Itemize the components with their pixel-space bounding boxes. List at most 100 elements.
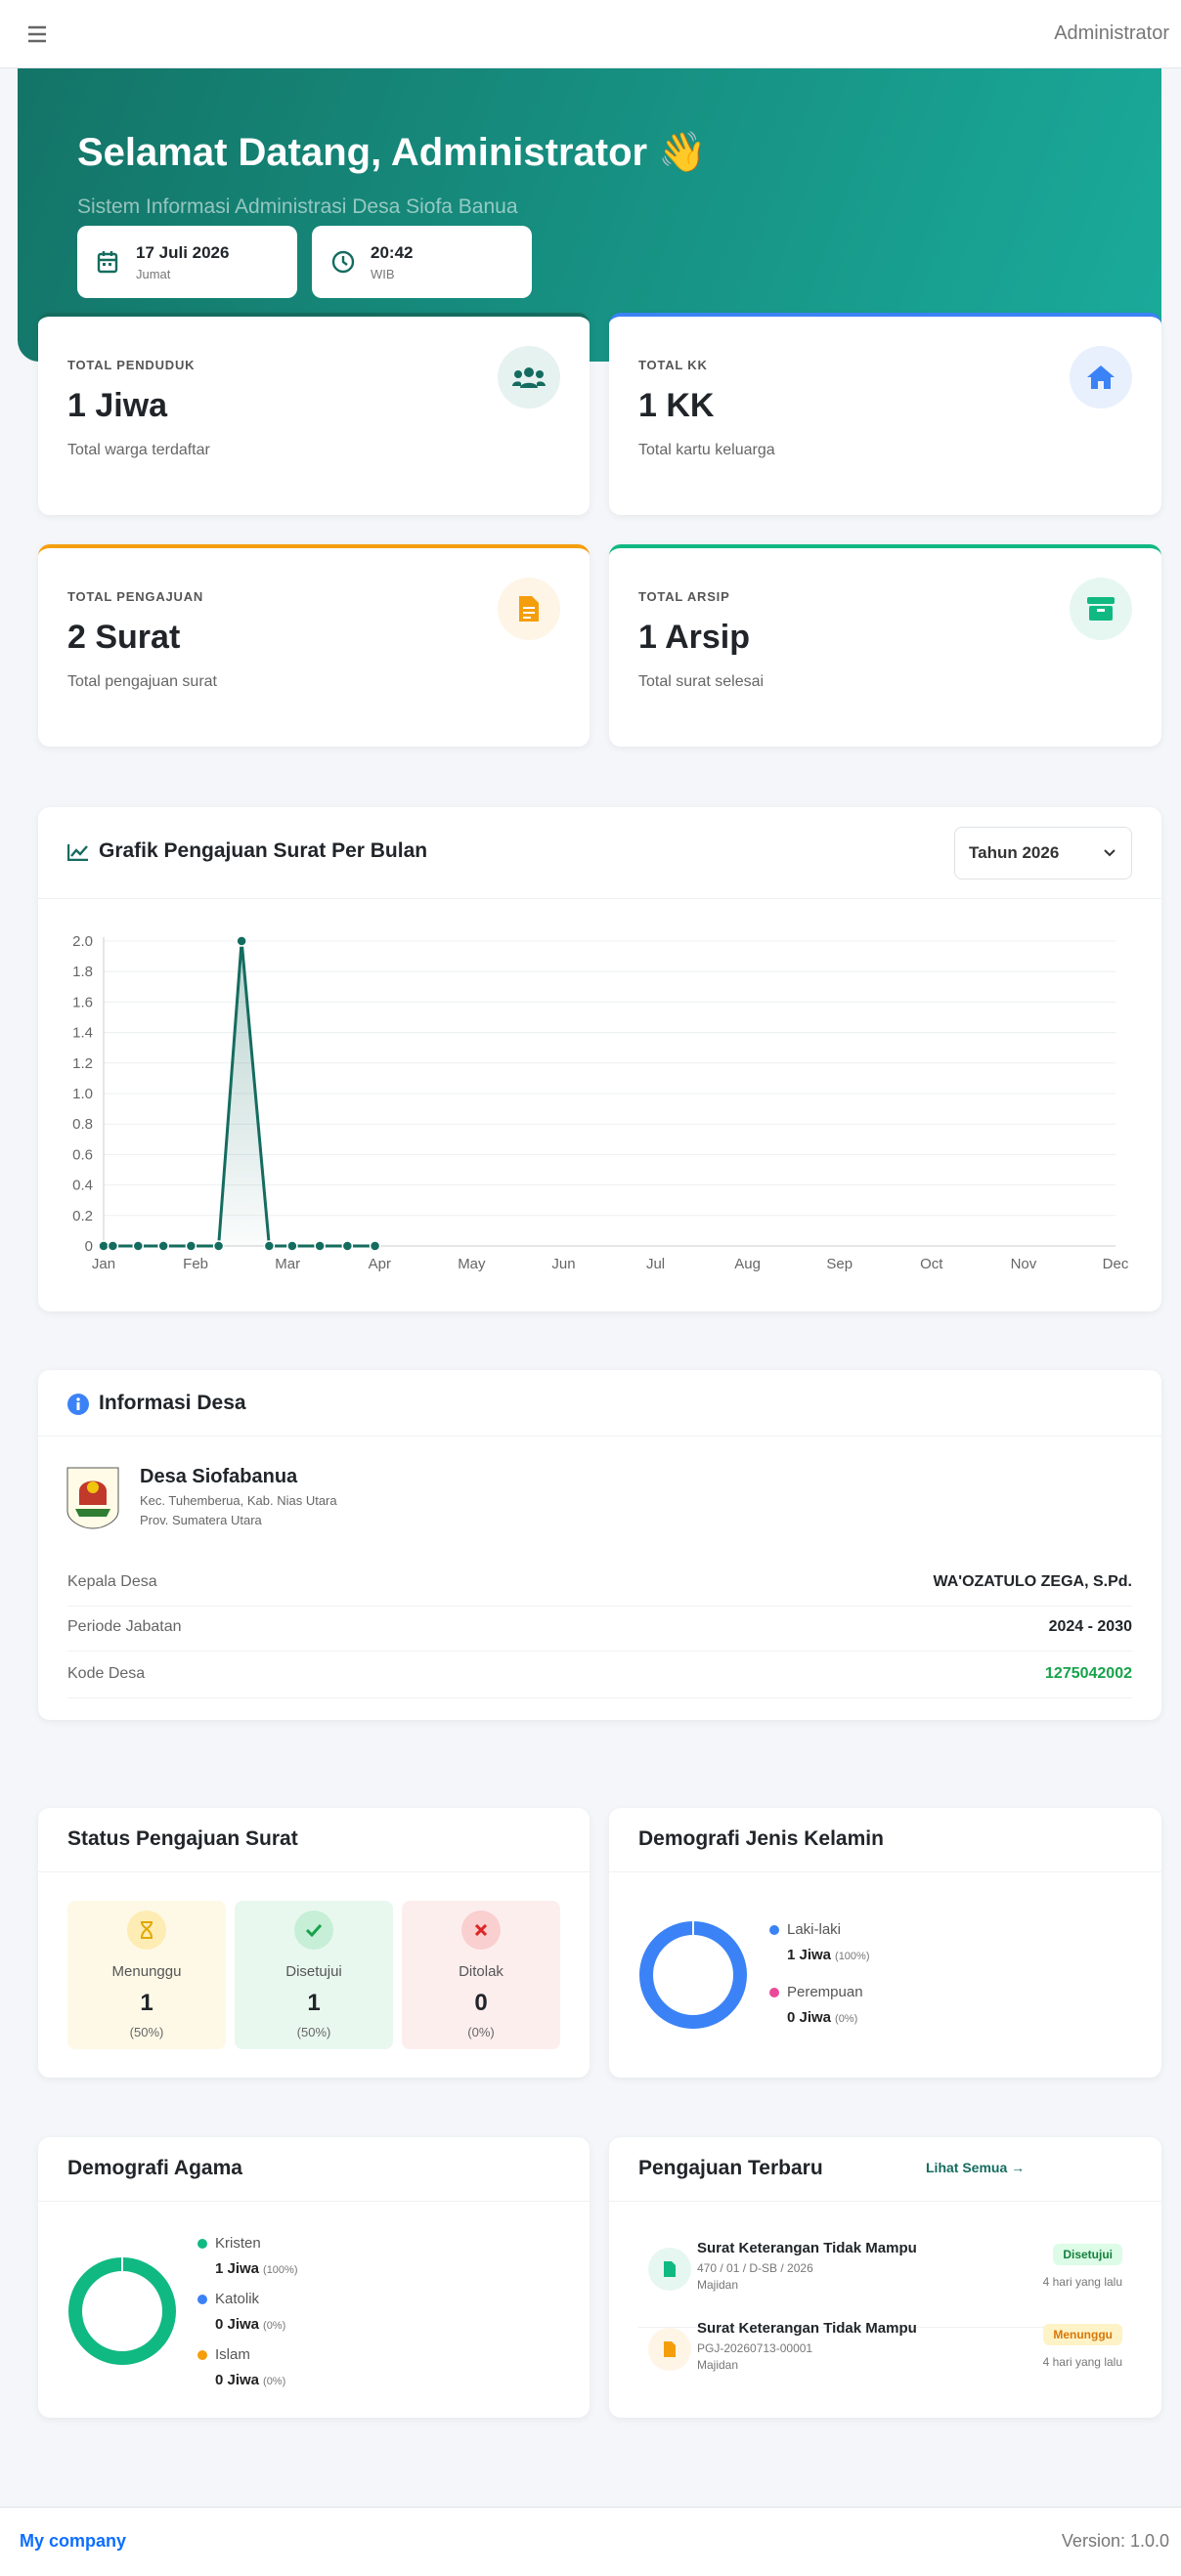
svg [475,1924,487,1936]
circle [331,250,355,274]
menu-icon[interactable] [27,25,47,43]
legend-item: Katolik 0 Jiwa (0%) [197,2291,285,2333]
day: Jumat [136,267,171,281]
dot [769,1988,779,1997]
stat-icon [498,578,560,640]
see-all-link[interactable]: Lihat Semua → [926,2160,1026,2175]
legend-label: Kristen [215,2235,261,2252]
year-select-value[interactable]: Tahun 2026 [969,843,1060,862]
x-tick-label: Sep [826,1256,853,1272]
line-area [104,941,375,1246]
point [212,1240,225,1252]
circle [536,370,544,378]
recent-item[interactable]: Surat Keterangan Tidak Mampu PGJ-2026071… [638,2320,1122,2408]
rect [1089,606,1113,621]
rect [103,263,106,266]
status-count: 0 [474,1990,488,2016]
card-header: Status Pengajuan Surat [38,1808,590,1872]
path [1104,849,1115,857]
legend-value: 0 Jiwa [787,2009,832,2026]
point [185,1240,197,1252]
info-key: Periode Jabatan [67,1618,182,1635]
info-key: Kode Desa [67,1665,146,1682]
path [664,2261,676,2277]
status-label: Ditolak [459,1963,503,1980]
card-header: Informasi Desa [38,1370,1161,1437]
recent-item-name: Majidan [697,2278,739,2292]
legend-value: 1 Jiwa [215,2260,260,2277]
stat-note: Total surat selesai [638,673,765,690]
legend-item: Islam 0 Jiwa (0%) [197,2346,285,2388]
year-select[interactable]: Tahun 2026 [954,827,1132,880]
legend-percent: (100%) [263,2264,298,2276]
hero-title: Selamat Datang, Administrator 👋 [77,131,708,174]
point [132,1240,145,1252]
company-link[interactable]: My company [20,2531,127,2551]
path [70,845,88,857]
svg [1087,597,1115,621]
point [314,1240,326,1252]
status-count: 1 [140,1990,153,2016]
dropdown-icon[interactable] [1104,849,1115,857]
y-tick-label: 1.8 [72,964,93,980]
svg [664,2341,676,2357]
y-tick-label: 0.4 [72,1178,93,1194]
svg [306,1923,322,1937]
status-icon [127,1911,166,1950]
svg [141,1921,153,1939]
x-tick-label: Apr [369,1256,391,1272]
legend-item: Perempuan 0 Jiwa (0%) [769,1984,863,2026]
rect [1087,597,1115,604]
recent-card: Pengajuan Terbaru Lihat Semua → Surat Ke… [609,2137,1161,2418]
circle [68,2257,176,2365]
navbar: Administrator [0,0,1181,68]
point [286,1240,298,1252]
legend-item: Kristen 1 Jiwa (100%) [197,2235,298,2277]
legend-label: Laki-laki [787,1921,842,1938]
stat-icon [498,346,560,408]
path [141,1921,153,1939]
stat-note: Total warga terdaftar [67,442,210,458]
status-title: Status Pengajuan Surat [67,1827,298,1850]
recent-item-time: 4 hari yang lalu [1042,2355,1122,2369]
y-tick-label: 0.6 [72,1146,93,1163]
stat-value: 2 Surat [67,619,181,656]
recent-item-time: 4 hari yang lalu [1042,2275,1122,2289]
info-value: 1275042002 [1045,1665,1132,1682]
point [341,1240,354,1252]
info-row: Kode Desa 1275042002 [67,1653,1132,1698]
chart-title: Grafik Pengajuan Surat Per Bulan [99,839,428,862]
point [263,1240,276,1252]
rect [97,252,118,274]
legend-label: Perempuan [787,1984,863,2000]
stat-label: TOTAL ARSIP [638,589,730,604]
gender-card: Demografi Jenis Kelamin Laki-laki 1 Jiwa(… [609,1808,1161,2078]
recent-item-number: 470 / 01 / D-SB / 2026 [697,2261,813,2275]
recent-item[interactable]: Surat Keterangan Tidak Mampu 470 / 01 / … [638,2240,1122,2328]
path [28,25,46,43]
legend-percent: (0%) [263,2376,286,2387]
rect [1097,609,1105,612]
legend-value: 1 Jiwa [787,1947,832,1963]
status-icon [294,1911,333,1950]
card-header: Pengajuan Terbaru Lihat Semua → [609,2137,1161,2202]
dot [197,2239,207,2249]
point [369,1240,381,1252]
status-icon [461,1911,501,1950]
x-tick-label: Mar [275,1256,300,1272]
user-name[interactable]: Administrator [1054,22,1169,44]
recent-icon [648,2328,691,2371]
info-title: Informasi Desa [99,1392,246,1414]
card-header: Demografi Agama [38,2137,590,2202]
path [67,844,88,861]
y-tick-label: 1.6 [72,994,93,1010]
svg [512,367,546,388]
chart-card: Grafik Pengajuan Surat Per Bulan Tahun 2… [38,807,1161,1311]
circle [524,367,534,377]
stat-value: 1 Arsip [638,619,751,656]
x-tick-label: Jan [92,1256,115,1272]
recent-item-name: Majidan [697,2358,739,2372]
path [523,607,535,619]
